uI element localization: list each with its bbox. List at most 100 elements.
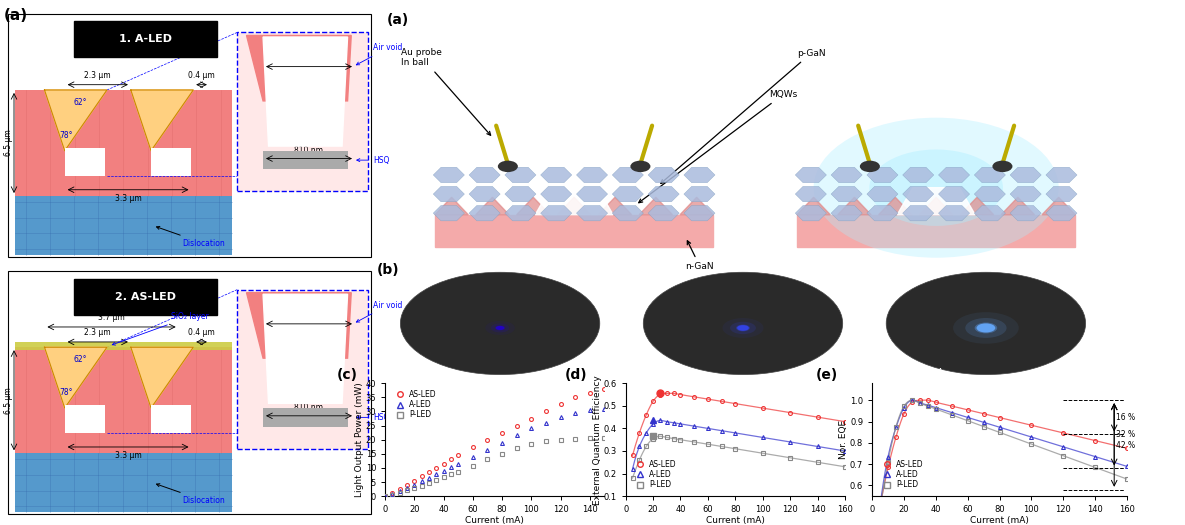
Bar — [150, 148, 192, 176]
Polygon shape — [434, 205, 465, 221]
Polygon shape — [639, 197, 673, 215]
Text: 78°: 78° — [59, 131, 72, 140]
Polygon shape — [435, 215, 713, 247]
Ellipse shape — [974, 322, 998, 333]
Text: 2.3 μm: 2.3 μm — [84, 71, 111, 80]
Polygon shape — [684, 167, 715, 183]
Polygon shape — [795, 205, 826, 221]
Bar — [150, 405, 192, 433]
Text: SiO₂ layer: SiO₂ layer — [113, 312, 209, 345]
Polygon shape — [469, 205, 500, 221]
Polygon shape — [1042, 197, 1076, 215]
Text: 32 %: 32 % — [1116, 430, 1135, 439]
Bar — [65, 148, 105, 176]
Polygon shape — [576, 186, 608, 202]
Text: 810 nm: 810 nm — [295, 403, 324, 412]
Circle shape — [860, 161, 880, 172]
Polygon shape — [469, 167, 500, 183]
Polygon shape — [903, 186, 934, 202]
Polygon shape — [435, 197, 468, 215]
Polygon shape — [434, 167, 465, 183]
Text: 2. AS-LED: 2. AS-LED — [115, 292, 177, 302]
Ellipse shape — [730, 322, 756, 334]
Ellipse shape — [495, 326, 505, 330]
Circle shape — [992, 161, 1012, 172]
Polygon shape — [130, 347, 193, 408]
Text: 2.3 μm: 2.3 μm — [84, 328, 111, 337]
Text: 810 nm: 810 nm — [295, 146, 324, 155]
Polygon shape — [613, 186, 643, 202]
Text: 62°: 62° — [73, 355, 88, 364]
Text: 42 %: 42 % — [1116, 440, 1135, 449]
Polygon shape — [45, 90, 107, 151]
Polygon shape — [598, 197, 632, 215]
Text: (d): (d) — [564, 368, 587, 382]
X-axis label: Current (mA): Current (mA) — [706, 516, 764, 524]
Circle shape — [814, 118, 1058, 258]
Ellipse shape — [736, 324, 750, 331]
Circle shape — [870, 150, 1003, 226]
Polygon shape — [831, 205, 863, 221]
Y-axis label: Light Output Power (mW): Light Output Power (mW) — [356, 382, 364, 497]
Polygon shape — [939, 167, 969, 183]
Polygon shape — [263, 294, 347, 403]
Polygon shape — [505, 167, 536, 183]
Text: n-GaN: n-GaN — [685, 241, 715, 271]
Polygon shape — [648, 186, 679, 202]
Text: Air void: Air void — [357, 44, 403, 65]
Text: Dislocation: Dislocation — [156, 484, 225, 505]
Ellipse shape — [976, 323, 995, 332]
Text: 2 cm: 2 cm — [577, 268, 595, 275]
Text: 3.7 μm: 3.7 μm — [98, 313, 124, 322]
Polygon shape — [1046, 205, 1077, 221]
Text: (a): (a) — [4, 8, 27, 23]
Polygon shape — [831, 186, 863, 202]
Text: 2 cm: 2 cm — [1063, 268, 1081, 275]
Polygon shape — [867, 205, 898, 221]
Text: 16 %: 16 % — [1116, 413, 1135, 422]
Polygon shape — [45, 347, 107, 408]
Polygon shape — [680, 197, 713, 215]
Bar — [15, 453, 232, 512]
Bar — [237, 290, 367, 448]
Text: 2 cm: 2 cm — [820, 268, 838, 275]
Polygon shape — [1010, 186, 1042, 202]
Polygon shape — [974, 167, 1005, 183]
Polygon shape — [897, 188, 975, 215]
Bar — [15, 196, 232, 255]
Polygon shape — [434, 186, 465, 202]
Text: Dislocation: Dislocation — [156, 226, 225, 248]
Text: (a): (a) — [387, 13, 409, 27]
Polygon shape — [974, 186, 1005, 202]
Text: p-GaN: p-GaN — [661, 49, 826, 183]
Polygon shape — [878, 197, 912, 215]
Ellipse shape — [886, 272, 1085, 375]
Ellipse shape — [723, 318, 763, 338]
Text: AS-LED @ 5.0 mA: AS-LED @ 5.0 mA — [876, 367, 943, 376]
Ellipse shape — [966, 318, 1006, 338]
Polygon shape — [796, 197, 831, 215]
Polygon shape — [939, 205, 969, 221]
Y-axis label: External Quantum Efficiency: External Quantum Efficiency — [592, 375, 602, 505]
Polygon shape — [920, 197, 953, 215]
Text: 1000 nm: 1000 nm — [292, 310, 326, 319]
Polygon shape — [1010, 167, 1042, 183]
Polygon shape — [263, 37, 347, 146]
Text: 0.4 μm: 0.4 μm — [188, 71, 214, 80]
Bar — [15, 342, 232, 350]
Bar — [15, 90, 232, 196]
Legend: AS-LED, A-LED, P-LED: AS-LED, A-LED, P-LED — [629, 457, 680, 492]
Text: 3.3 μm: 3.3 μm — [115, 194, 141, 203]
Polygon shape — [246, 36, 351, 101]
Legend: AS-LED, A-LED, P-LED: AS-LED, A-LED, P-LED — [389, 387, 440, 423]
Text: 1000 nm: 1000 nm — [292, 53, 326, 62]
Text: MQWs: MQWs — [639, 90, 798, 203]
Text: Air void: Air void — [357, 301, 403, 322]
Text: A-LED @ 5.0 mA: A-LED @ 5.0 mA — [633, 367, 694, 376]
Polygon shape — [795, 186, 826, 202]
Polygon shape — [540, 186, 572, 202]
Text: P-LED @ 5.0 mA: P-LED @ 5.0 mA — [390, 367, 451, 376]
Legend: AS-LED, A-LED, P-LED: AS-LED, A-LED, P-LED — [876, 457, 927, 492]
Polygon shape — [130, 90, 193, 151]
Text: 62°: 62° — [73, 98, 88, 107]
